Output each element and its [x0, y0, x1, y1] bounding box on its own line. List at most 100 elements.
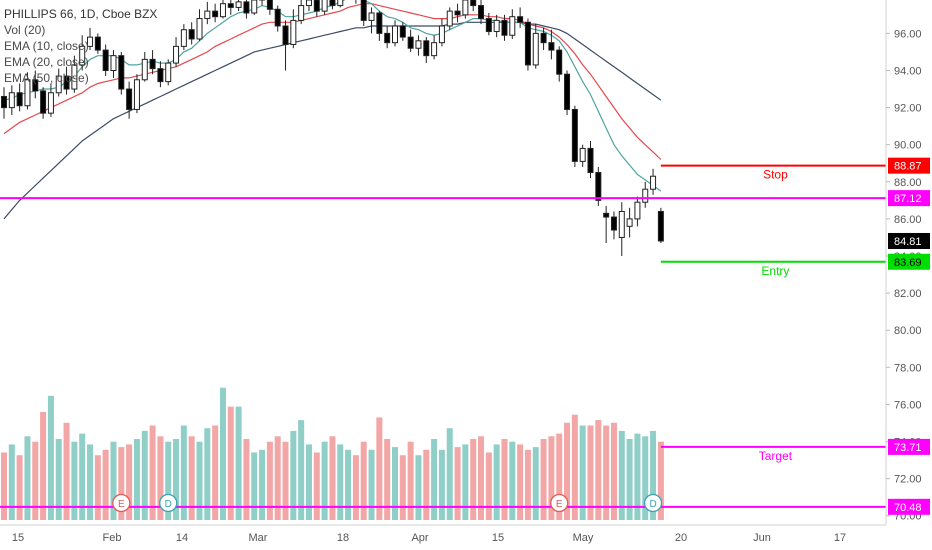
volume-bar [1, 452, 7, 520]
candle-body [149, 58, 156, 70]
price-label-line: 87.12 [894, 193, 922, 205]
candle-body [157, 68, 164, 83]
event-marker-d[interactable] [159, 493, 178, 513]
volume-bar [642, 436, 649, 520]
ema-50-line [3, 21, 662, 220]
price-label-bg [888, 232, 930, 249]
candle-body [470, 0, 477, 7]
volume-bar [509, 441, 516, 520]
volume-bar [40, 412, 47, 520]
volume-bar [564, 422, 571, 520]
price-label-bg [888, 190, 930, 207]
volume-bar [282, 441, 289, 520]
candle-body [517, 16, 524, 23]
candle-body [282, 25, 289, 46]
price-label-bg [888, 157, 930, 174]
candle-body [524, 21, 531, 66]
candle-body [532, 32, 539, 66]
volume-bar [227, 406, 234, 520]
volume-bar [657, 441, 664, 520]
volume-bar [423, 449, 430, 520]
level-text-target: Target [759, 449, 793, 463]
time-tick-label: May [573, 532, 594, 544]
candle-body [399, 25, 406, 38]
candle-body [243, 1, 250, 14]
price-label-bg [888, 253, 930, 270]
candle-body [493, 19, 500, 33]
candle-body [274, 8, 281, 27]
volume-bar [321, 441, 328, 520]
volume-bar [212, 425, 219, 520]
volume-bar [110, 441, 117, 520]
candle-body [446, 10, 453, 27]
volume-bar [384, 439, 391, 520]
volume-bar [24, 436, 31, 520]
volume-bar [352, 455, 359, 520]
time-tick-label: Jun [753, 532, 771, 544]
volume-bar [337, 444, 344, 520]
candle-body [423, 40, 430, 57]
candle-body [540, 32, 547, 44]
price-tick-label: 92.00 [894, 103, 922, 115]
price-tick-label: 94.00 [894, 65, 922, 77]
volume-bar [438, 449, 445, 520]
candle-body [32, 79, 39, 92]
volume-bar [524, 449, 531, 520]
event-marker-e[interactable] [112, 493, 131, 513]
candle-body [556, 49, 563, 75]
volume-bar [118, 447, 125, 520]
volume-bar [32, 441, 39, 520]
price-label-bg [888, 438, 930, 455]
volume-bar [298, 420, 305, 520]
volume-bar [173, 439, 180, 520]
candle-body [235, 1, 242, 8]
price-label-last: 84.81 [894, 236, 922, 248]
candle-body [118, 55, 125, 90]
candle-body [368, 12, 375, 21]
candle-body [298, 5, 305, 21]
volume-bar [141, 430, 148, 520]
volume-bar [290, 430, 297, 520]
candle-body [337, 0, 344, 7]
legend: PHILLIPS 66, 1D, Cboe BZX Vol (20) EMA (… [4, 6, 157, 86]
price-tick-label: 86.00 [894, 214, 922, 226]
price-tick-label: 80.00 [894, 325, 922, 337]
volume-bar [180, 425, 187, 520]
price-label-bg [888, 498, 930, 515]
volume-bar [188, 436, 195, 520]
volume-bar [329, 436, 336, 520]
event-marker-d[interactable] [643, 493, 663, 513]
event-marker-e[interactable] [550, 493, 569, 513]
volume-bar [431, 439, 438, 520]
price-tick-label: 78.00 [894, 362, 922, 374]
candle-body [79, 45, 86, 66]
volume-bar [587, 425, 594, 520]
time-tick-label: 15 [492, 532, 504, 544]
event-marker-label: D [649, 499, 656, 510]
legend-ema-20[interactable]: EMA (20, close) [4, 55, 89, 69]
candle-body [63, 75, 70, 90]
candle-body [564, 73, 571, 110]
candle-body [618, 210, 625, 238]
level-text-entry: Entry [761, 264, 789, 278]
volume-bar [235, 406, 242, 520]
time-tick-label: Feb [103, 532, 122, 544]
price-tick-label: 82.00 [894, 288, 922, 300]
time-tick-label: 15 [12, 532, 24, 544]
candle-body [47, 92, 54, 114]
price-label-low: 70.48 [894, 502, 922, 514]
volume-bar [392, 447, 398, 520]
volume-bar [376, 417, 383, 520]
legend-ema-50[interactable]: EMA (50, close) [4, 71, 89, 85]
volume-bar [478, 436, 485, 520]
legend-volume[interactable]: Vol (20) [4, 23, 46, 37]
volume-bar [454, 447, 461, 520]
legend-ema-10[interactable]: EMA (10, close) [4, 39, 89, 53]
candle-body [579, 147, 586, 162]
candle-body [290, 19, 297, 46]
volume-bar [259, 449, 266, 520]
volume-bar [165, 441, 172, 520]
price-tick-label: 88.00 [894, 177, 922, 189]
